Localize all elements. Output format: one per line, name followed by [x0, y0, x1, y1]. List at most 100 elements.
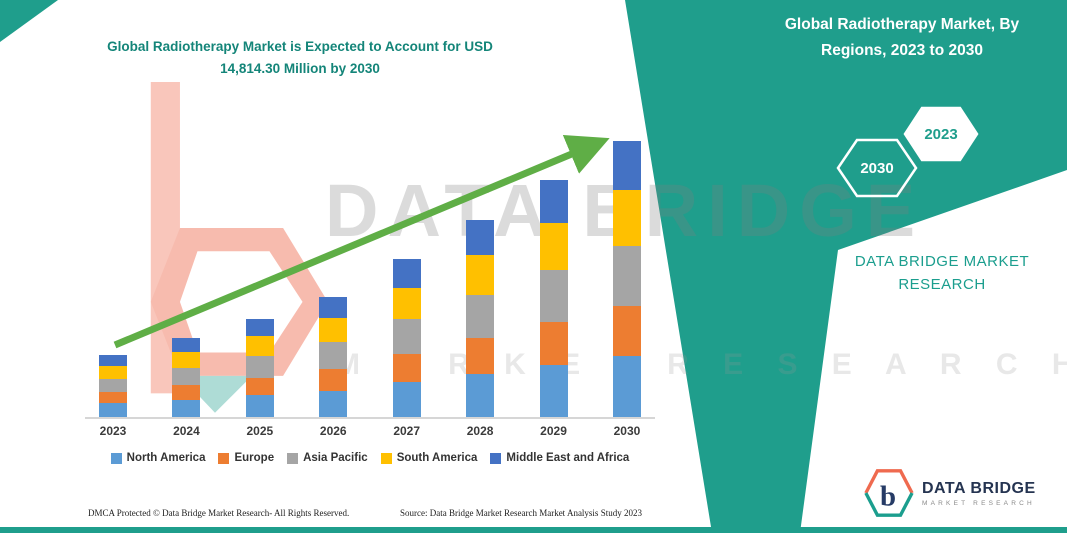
bar-segment [319, 390, 348, 417]
bar-cell [532, 125, 576, 417]
brand-logo-subtitle: MARKET RESEARCH [922, 499, 1035, 507]
bar-segment [99, 392, 127, 404]
bar-segment [319, 318, 348, 343]
legend-swatch [490, 452, 502, 464]
bar-segment [245, 377, 274, 396]
legend-item: North America [110, 452, 206, 464]
bar-segment [99, 403, 127, 417]
stacked-bar [99, 355, 127, 417]
x-axis-label: 2028 [466, 424, 494, 438]
brand-logo-text: DATA BRIDGE MARKET RESEARCH [922, 480, 1036, 507]
banner-brand-text: DATA BRIDGE MARKET RESEARCH [842, 250, 1042, 297]
x-axis-label: 2025 [246, 424, 274, 438]
banner-brand-line1: DATA BRIDGE MARKET [854, 253, 1030, 270]
bar-cell [238, 125, 282, 417]
bar-segment [172, 399, 201, 417]
legend-swatch [110, 452, 122, 464]
bar-cell [311, 125, 355, 417]
hexagon-2023-label: 2023 [924, 125, 958, 143]
bar-segment [466, 255, 495, 295]
bar-segment [99, 355, 127, 367]
bar-segment [392, 319, 421, 354]
legend-item: Middle East and Africa [490, 452, 629, 464]
stacked-bar [172, 338, 201, 417]
legend-swatch [218, 452, 230, 464]
bar-segment [172, 352, 201, 369]
bar-segment [319, 342, 348, 369]
banner-brand-line2: RESEARCH [898, 276, 986, 294]
x-axis-label: 2027 [393, 424, 421, 438]
bar-segment [466, 373, 495, 417]
legend-item: Asia Pacific [287, 452, 368, 464]
bar-cell [91, 125, 135, 417]
stacked-bar [319, 296, 348, 417]
bar-segment [245, 355, 274, 378]
bar-segment [392, 382, 421, 417]
stacked-bar [392, 259, 421, 417]
bar-segment [612, 190, 641, 246]
stacked-bar [539, 179, 568, 417]
svg-text:b: b [880, 481, 896, 513]
bar-segment [539, 364, 568, 417]
bar-segment [99, 378, 127, 393]
chart-title: Global Radiotherapy Market is Expected t… [107, 39, 493, 77]
legend-swatch [380, 452, 392, 464]
bar-segment [466, 219, 495, 256]
bar-segment [539, 322, 568, 365]
bar-segment [245, 395, 274, 417]
chart-legend: North America Europe Asia Pacific South Ame… [85, 452, 655, 464]
bottom-border-bar [0, 527, 1067, 533]
legend-label: North America [126, 452, 206, 464]
x-axis-label: 2026 [319, 424, 347, 438]
hexagon-outline-icon [836, 138, 918, 198]
legend-item: Europe [218, 452, 274, 464]
bar-segment [539, 269, 568, 323]
bar-segment [539, 222, 568, 270]
bar-cell [164, 125, 208, 417]
chart-plot [85, 125, 655, 419]
bar-segment [99, 366, 127, 379]
bar-segment [539, 179, 568, 223]
bar-cell [385, 125, 429, 417]
bar-segment [612, 140, 641, 191]
hexagon-outline-icon [903, 106, 979, 162]
watermark-text-line2: M A R K E T R E S E A R C H [335, 348, 1067, 381]
x-axis-labels: 2023 2024 2025 2026 2027 2028 2029 2030 [85, 419, 655, 438]
bar-segment [319, 368, 348, 391]
legend-swatch [287, 452, 299, 464]
bar-segment [245, 318, 274, 337]
bar-segment [392, 259, 421, 288]
bar-segment [392, 353, 421, 383]
legend-label: Middle East and Africa [506, 452, 630, 464]
x-axis-label: 2029 [540, 424, 567, 438]
legend-label: South America [396, 452, 478, 464]
stacked-bar [245, 318, 274, 417]
x-axis-label: 2023 [99, 424, 127, 438]
bar-segment [172, 385, 201, 400]
bar-segment [392, 287, 421, 320]
source-note: Source: Data Bridge Market Research Mark… [400, 508, 642, 518]
bar-segment [245, 336, 274, 356]
bar-segment [466, 294, 495, 339]
legend-label: Europe [234, 452, 275, 464]
bar-cell [458, 125, 502, 417]
bar-segment [612, 306, 641, 357]
chart: 2023 2024 2025 2026 2027 2028 2029 2030 North A… [85, 125, 655, 464]
brand-logo: b DATA BRIDGE MARKET RESEARCH [862, 466, 1036, 520]
bar-segment [612, 245, 641, 307]
dmca-notice: DMCA Protected © Data Bridge Market Rese… [88, 508, 350, 518]
banner-title: Global Radiotherapy Market, By Regions, … [784, 16, 1020, 59]
brand-logo-name: DATA BRIDGE [922, 479, 1036, 497]
bar-segment [319, 296, 348, 319]
stacked-bar [466, 219, 495, 417]
bar-segment [172, 368, 201, 386]
corner-accent-triangle [0, 0, 58, 42]
hexagon-2030-label: 2030 [860, 159, 894, 177]
x-axis-label: 2024 [173, 424, 200, 438]
x-axis-label: 2030 [613, 424, 641, 438]
bar-cell [605, 125, 649, 417]
hexagon-2030: 2030 [836, 138, 918, 198]
brand-logo-icon: b [864, 469, 914, 517]
legend-item: South America [380, 452, 478, 464]
